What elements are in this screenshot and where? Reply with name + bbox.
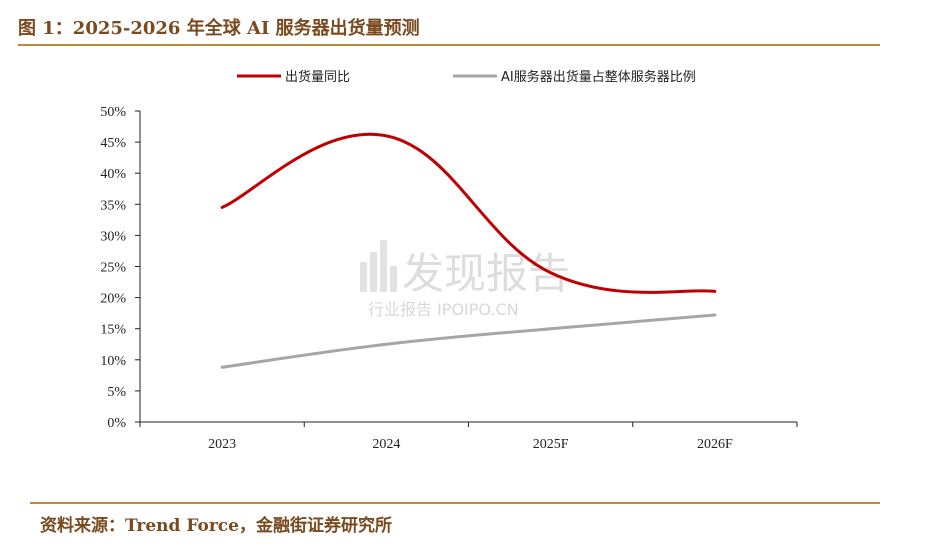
- x-tick-label: 2023: [208, 437, 236, 452]
- y-tick-label: 25%: [100, 261, 126, 276]
- y-tick-label: 50%: [100, 105, 126, 120]
- watermark-subtitle: 行业报告 IPOIPO.CN: [368, 300, 519, 319]
- x-tick-label: 2026F: [697, 437, 733, 452]
- y-tick-label: 45%: [100, 136, 126, 151]
- x-tick-label: 2024: [372, 437, 400, 452]
- y-tick-label: 40%: [100, 167, 126, 182]
- y-tick-label: 5%: [107, 385, 126, 400]
- figure-title: 图 1：2025-2026 年全球 AI 服务器出货量预测: [18, 18, 420, 39]
- bottom-divider: [30, 502, 880, 504]
- y-tick-label: 0%: [107, 416, 126, 431]
- top-divider: [18, 44, 880, 46]
- watermark: 发现报告 行业报告 IPOIPO.CN: [360, 240, 570, 319]
- y-tick-label: 35%: [100, 198, 126, 213]
- y-tick-label: 10%: [100, 354, 126, 369]
- y-tick-label: 30%: [100, 229, 126, 244]
- legend: 出货量同比 AI服务器出货量占整体服务器比例: [237, 69, 696, 85]
- legend-label: 出货量同比: [285, 69, 350, 85]
- watermark-logo-icon: [360, 240, 397, 292]
- series-line-yoy: [220, 132, 717, 294]
- series-layer: [220, 132, 717, 369]
- x-tick-label: 2025F: [533, 437, 569, 452]
- series-line-share: [220, 313, 717, 369]
- legend-label: AI服务器出货量占整体服务器比例: [501, 69, 696, 85]
- source-note: 资料来源：Trend Force，金融街证券研究所: [40, 516, 392, 536]
- line-chart: 发现报告 行业报告 IPOIPO.CN 0% 5% 10% 15% 20% 25% 30% 3…: [100, 69, 798, 452]
- y-tick-label: 20%: [100, 292, 126, 307]
- axes: 0% 5% 10% 15% 20% 25% 30% 35% 40% 45% 50% 2023 2024 2…: [100, 105, 798, 452]
- y-tick-label: 15%: [100, 323, 126, 338]
- watermark-brand: 发现报告: [402, 249, 570, 298]
